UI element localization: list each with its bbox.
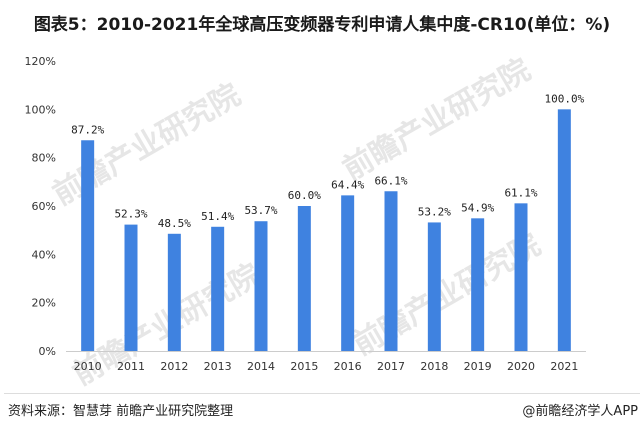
data-label-2012: 48.5% [158, 217, 191, 230]
y-tick-label: 60% [32, 200, 56, 213]
bars: 87.2% 52.3% 48.5% 51.4% 53.7% 60.0% 64.4% 66.1%… [71, 92, 585, 351]
bar-2018 [427, 222, 441, 351]
data-label-2016: 64.4% [331, 178, 364, 191]
x-tick-label-2014: 2014 [247, 360, 275, 373]
data-label-2018: 53.2% [418, 205, 451, 218]
footer-divider [4, 393, 640, 394]
y-axis: 0% 20% 40% 60% 80% 100% 120% [25, 55, 586, 358]
bar-2012 [167, 233, 181, 351]
y-tick-label: 120% [25, 55, 56, 68]
bar-2021 [557, 109, 571, 351]
y-tick-label: 0% [39, 345, 56, 358]
x-tick-label-2010: 2010 [74, 360, 102, 373]
bar-2013 [211, 226, 225, 351]
credit-note: @前瞻经济学人APP [522, 404, 638, 419]
x-tick-label-2019: 2019 [464, 360, 492, 373]
data-label-2010: 87.2% [71, 123, 104, 136]
x-tick-label-2018: 2018 [420, 360, 448, 373]
bar-2019 [471, 218, 485, 351]
x-tick-label-2021: 2021 [550, 360, 578, 373]
x-tick-label-2020: 2020 [507, 360, 535, 373]
data-label-2017: 66.1% [374, 174, 407, 187]
y-tick-label: 100% [25, 103, 56, 116]
data-label-2014: 53.7% [244, 204, 277, 217]
bar-2011 [124, 224, 138, 351]
y-tick-label: 80% [32, 152, 56, 165]
x-tick-label-2013: 2013 [204, 360, 232, 373]
bar-chart: 0% 20% 40% 60% 80% 100% 120% 87.2% 52.3% 48.5% 51… [25, 55, 586, 373]
bar-2010 [81, 140, 95, 351]
bar-2015 [297, 206, 311, 351]
bar-2020 [514, 203, 528, 351]
data-label-2013: 51.4% [201, 210, 234, 223]
bar-2016 [341, 195, 355, 351]
x-axis: 2010 2011 2012 2013 2014 2015 2016 2017 2018 2019… [74, 360, 579, 373]
data-label-2020: 61.1% [504, 186, 537, 199]
y-tick-label: 40% [32, 248, 56, 261]
y-tick-label: 20% [32, 297, 56, 310]
data-label-2019: 54.9% [461, 201, 494, 214]
x-tick-label-2011: 2011 [117, 360, 145, 373]
bar-2017 [384, 191, 398, 351]
data-label-2015: 60.0% [288, 189, 321, 202]
data-label-2011: 52.3% [114, 208, 147, 221]
data-label-2021: 100.0% [544, 92, 584, 105]
source-note: 资料来源：智慧芽 前瞻产业研究院整理 [8, 404, 234, 419]
x-tick-label-2017: 2017 [377, 360, 405, 373]
x-tick-label-2012: 2012 [160, 360, 188, 373]
chart-title: 图表5：2010-2021年全球高压变频器专利申请人集中度-CR10(单位：%) [33, 15, 611, 35]
bar-2014 [254, 221, 268, 351]
x-tick-label-2015: 2015 [290, 360, 318, 373]
x-tick-label-2016: 2016 [334, 360, 362, 373]
